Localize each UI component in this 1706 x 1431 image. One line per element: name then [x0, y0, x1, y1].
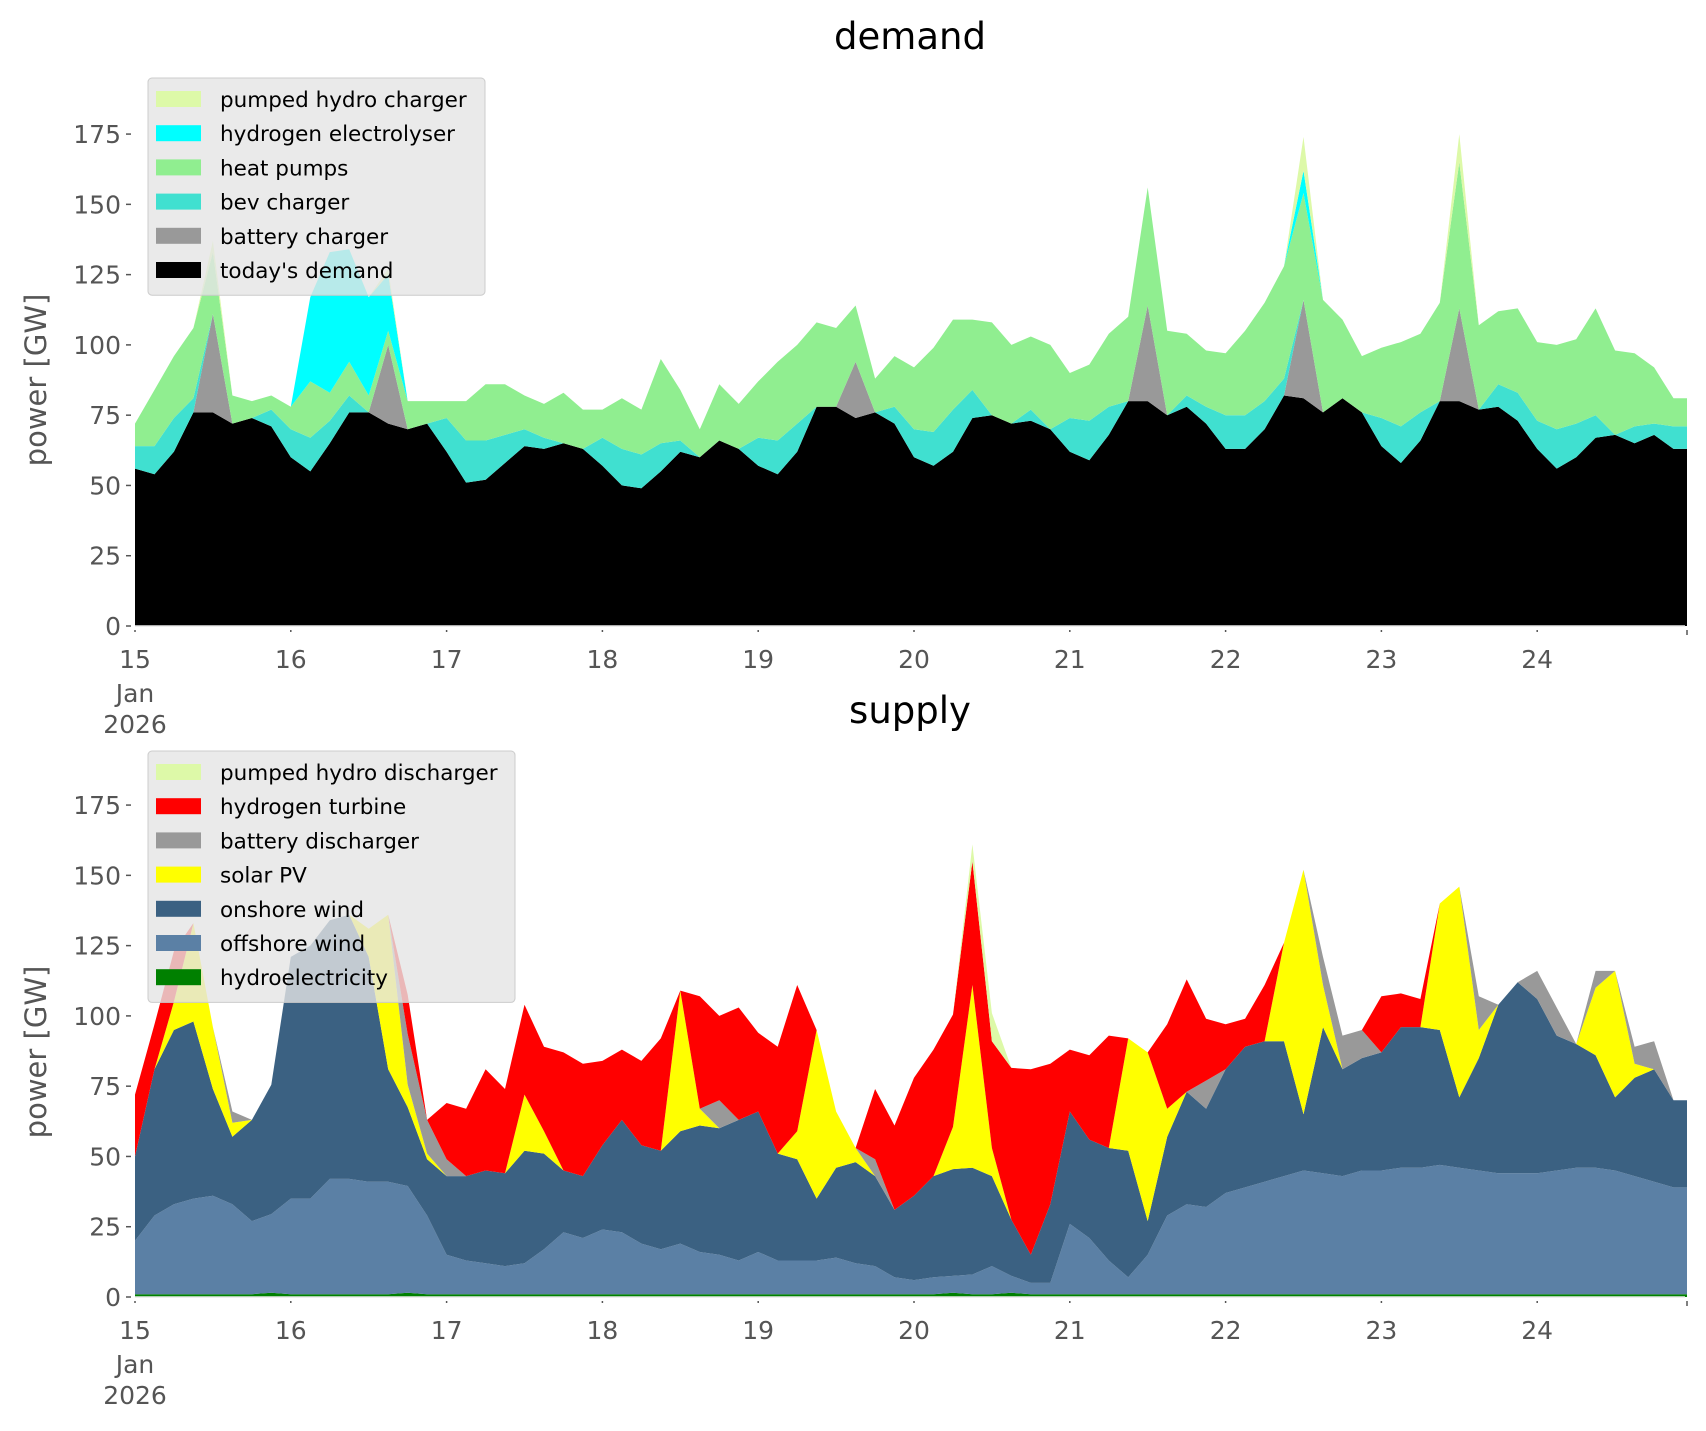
y-tick-label: 75 [89, 401, 121, 430]
legend-label: pumped hydro discharger [220, 761, 498, 786]
legend-label: bev charger [220, 191, 349, 216]
x-tick-label: 21 [1054, 1316, 1086, 1345]
legend-swatch [156, 764, 201, 780]
legend-label: offshore wind [220, 932, 365, 957]
legend-swatch [156, 159, 201, 176]
x-tick-label: 17 [431, 1316, 463, 1345]
demand-y-axis-label: power [GW] [19, 294, 53, 467]
x-tick-label: 20 [898, 1316, 930, 1345]
y-tick-label: 0 [105, 612, 121, 641]
area-heat-pumps [135, 162, 1687, 458]
supply-legend: pumped hydro discharger hydrogen turbine b… [147, 750, 516, 1003]
supply-y-axis-label: power [GW] [19, 966, 53, 1139]
area-battery-charger [135, 299, 1687, 489]
legend-box [147, 77, 486, 296]
supply-y-ticks: 0 25 50 75 100 125 150 175 [73, 791, 131, 1312]
x-tick-label: 23 [1365, 645, 1397, 674]
x-tick-label: 15 [119, 1316, 151, 1345]
demand-legend: pumped hydro charger hydrogen electrolyse… [147, 77, 486, 296]
legend-swatch [156, 91, 201, 107]
y-tick-label: 0 [105, 1283, 121, 1312]
legend-swatch [156, 125, 201, 142]
x-tick-sublabel: 2026 [103, 1381, 167, 1410]
legend-swatch [156, 832, 201, 849]
y-tick-label: 150 [73, 190, 121, 219]
demand-areas [135, 134, 1687, 626]
y-tick-label: 100 [73, 1002, 121, 1031]
y-tick-label: 25 [89, 542, 121, 571]
legend-label: hydrogen electrolyser [220, 122, 455, 147]
legend-label: heat pumps [220, 156, 348, 181]
y-tick-label: 150 [73, 861, 121, 890]
y-tick-label: 125 [73, 261, 121, 290]
x-tick-sublabel: Jan [114, 1350, 155, 1379]
supply-areas [135, 844, 1687, 1297]
area-hydroelectricity [135, 1292, 1687, 1297]
legend-label: battery discharger [220, 829, 419, 854]
x-tick-label: 19 [742, 645, 774, 674]
y-tick-label: 175 [73, 120, 121, 149]
y-tick-label: 175 [73, 791, 121, 820]
legend-swatch [156, 262, 201, 278]
area-today-s-demand [135, 395, 1687, 626]
x-tick-label: 24 [1521, 1316, 1553, 1345]
y-tick-label: 75 [89, 1072, 121, 1101]
area-onshore-wind [135, 914, 1687, 1283]
y-tick-label: 50 [89, 1142, 121, 1171]
x-tick-label: 23 [1365, 1316, 1397, 1345]
y-tick-label: 100 [73, 331, 121, 360]
legend-label: hydrogen turbine [220, 795, 406, 820]
x-tick-label: 18 [586, 1316, 618, 1345]
x-tick-sublabel: 2026 [103, 710, 167, 739]
legend-box [147, 750, 516, 1003]
x-tick-label: 21 [1054, 645, 1086, 674]
legend-swatch [156, 900, 201, 917]
demand-title: demand [834, 15, 986, 58]
legend-label: today's demand [220, 259, 393, 284]
legend-swatch [156, 935, 201, 951]
x-tick-label: 20 [898, 645, 930, 674]
x-tick-label: 18 [586, 645, 618, 674]
x-tick-label: 24 [1521, 645, 1553, 674]
area-offshore-wind [135, 1164, 1687, 1295]
demand-y-ticks: 0 25 50 75 100 125 150 175 [73, 120, 131, 641]
legend-label: battery charger [220, 225, 388, 250]
y-tick-label: 25 [89, 1213, 121, 1242]
x-tick-label: 22 [1210, 645, 1242, 674]
legend-label: hydroelectricity [220, 966, 388, 991]
legend-label: pumped hydro charger [220, 88, 467, 113]
x-tick-label: 22 [1210, 1316, 1242, 1345]
legend-swatch [156, 227, 201, 244]
legend-swatch [156, 969, 201, 986]
x-tick-label: 16 [275, 645, 307, 674]
y-tick-label: 50 [89, 471, 121, 500]
area-solar-pv [135, 869, 1687, 1255]
x-tick-label: 16 [275, 1316, 307, 1345]
legend-label: onshore wind [220, 898, 364, 923]
x-tick-sublabel: Jan [114, 679, 155, 708]
y-tick-label: 125 [73, 932, 121, 961]
legend-label: solar PV [220, 864, 307, 889]
x-tick-label: 17 [431, 645, 463, 674]
legend-swatch [156, 866, 201, 883]
legend-swatch [156, 193, 201, 210]
legend-swatch [156, 798, 201, 815]
x-tick-label: 15 [119, 645, 151, 674]
supply-title: supply [849, 689, 971, 732]
area-bev-charger [135, 299, 1687, 489]
x-tick-label: 19 [742, 1316, 774, 1345]
area-hydrogen-turbine [135, 861, 1687, 1255]
